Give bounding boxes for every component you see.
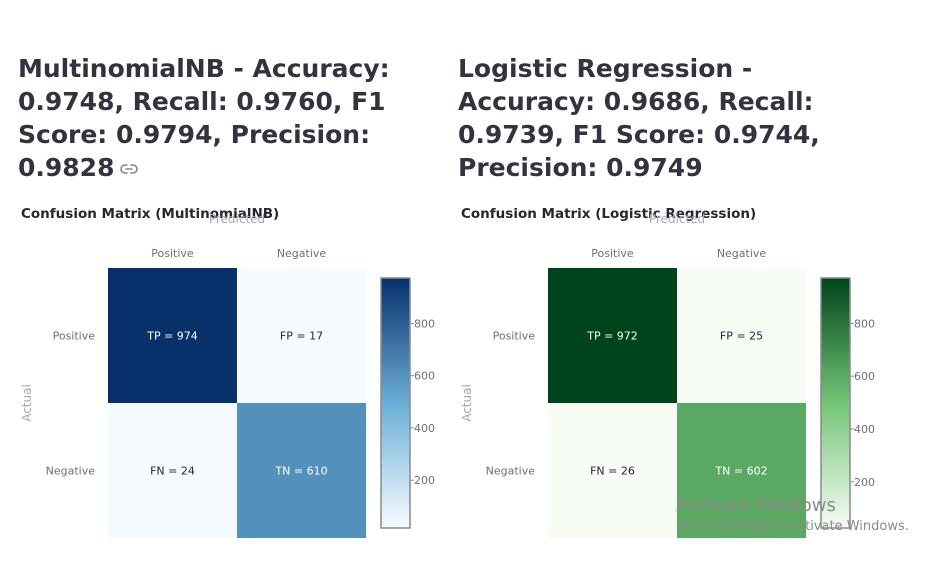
nb-cell-label-1-1: TN = 610 (274, 465, 327, 478)
nb-x-tick-negative: Negative (277, 247, 327, 260)
lr-heatmap-svg: Confusion Matrix (Logistic Regression)Pr… (460, 206, 875, 538)
nb-heatmap-cell-1-1 (237, 403, 366, 538)
lr-heatmap-cell-0-0 (548, 268, 677, 403)
lr-colorbar-tick-400: 400 (854, 423, 875, 436)
lr-x-tick-negative: Negative (717, 247, 767, 260)
lr-metrics-heading: Logistic Regression - Accuracy: 0.9686, … (458, 52, 878, 184)
nb-cell-label-0-0: TP = 974 (146, 330, 198, 343)
lr-metrics-text: Logistic Regression - Accuracy: 0.9686, … (458, 54, 820, 182)
nb-y-tick-positive: Positive (53, 330, 96, 343)
watermark-title: Activate Windows (676, 495, 836, 516)
nb-heatmap-svg: Confusion Matrix (MultinomialNB)Predicte… (20, 206, 435, 538)
lr-y-axis-title: Actual (460, 384, 474, 422)
nb-heatmap-cell-1-0 (108, 403, 237, 538)
nb-confusion-matrix-chart: Confusion Matrix (MultinomialNB) Predicte… (0, 200, 470, 550)
nb-colorbar (380, 277, 411, 529)
lr-confusion-matrix-chart: Confusion Matrix (Logistic Regression) Pr… (440, 200, 910, 550)
nb-y-axis-title: Actual (20, 384, 34, 422)
nb-x-axis-title: Predicted (209, 212, 265, 226)
nb-colorbar-tick-400: 400 (414, 422, 435, 435)
lr-cell-label-0-1: FP = 25 (720, 330, 763, 343)
nb-heatmap-cell-0-1 (237, 268, 366, 403)
lr-heatmap-cell-1-0 (548, 403, 677, 538)
nb-cell-label-0-1: FP = 17 (280, 330, 323, 343)
lr-colorbar-tick-200: 200 (854, 476, 875, 489)
nb-colorbar-tick-800: 800 (414, 317, 435, 330)
lr-colorbar (820, 277, 851, 529)
nb-heatmap-cell-0-0 (108, 268, 237, 403)
nb-x-tick-positive: Positive (151, 247, 194, 260)
lr-x-axis-title: Predicted (649, 212, 705, 226)
nb-chart-title: Confusion Matrix (MultinomialNB) (21, 206, 279, 222)
lr-colorbar-tick-800: 800 (854, 317, 875, 330)
nb-metrics-text: MultinomialNB - Accuracy: 0.9748, Recall… (18, 54, 390, 182)
lr-heatmap-cell-0-1 (677, 268, 806, 403)
nb-y-tick-negative: Negative (46, 465, 96, 478)
lr-colorbar-tick-600: 600 (854, 370, 875, 383)
lr-y-tick-positive: Positive (493, 330, 536, 343)
nb-colorbar-tick-200: 200 (414, 474, 435, 487)
lr-x-tick-positive: Positive (591, 247, 634, 260)
nb-colorbar-tick-600: 600 (414, 370, 435, 383)
watermark-subtitle: Go to Settings to activate Windows. (676, 519, 909, 534)
lr-cell-label-1-0: FN = 26 (590, 465, 635, 478)
nb-cell-label-1-0: FN = 24 (150, 465, 195, 478)
lr-cell-label-1-1: TN = 602 (714, 465, 767, 478)
lr-heatmap-cell-1-1 (677, 403, 806, 538)
lr-y-tick-negative: Negative (486, 465, 536, 478)
link-icon[interactable] (120, 163, 139, 175)
lr-chart-title: Confusion Matrix (Logistic Regression) (461, 206, 756, 222)
nb-metrics-heading: MultinomialNB - Accuracy: 0.9748, Recall… (18, 52, 438, 184)
activate-windows-watermark: Activate Windows Go to Settings to activ… (676, 494, 909, 536)
lr-cell-label-0-0: TP = 972 (586, 330, 638, 343)
